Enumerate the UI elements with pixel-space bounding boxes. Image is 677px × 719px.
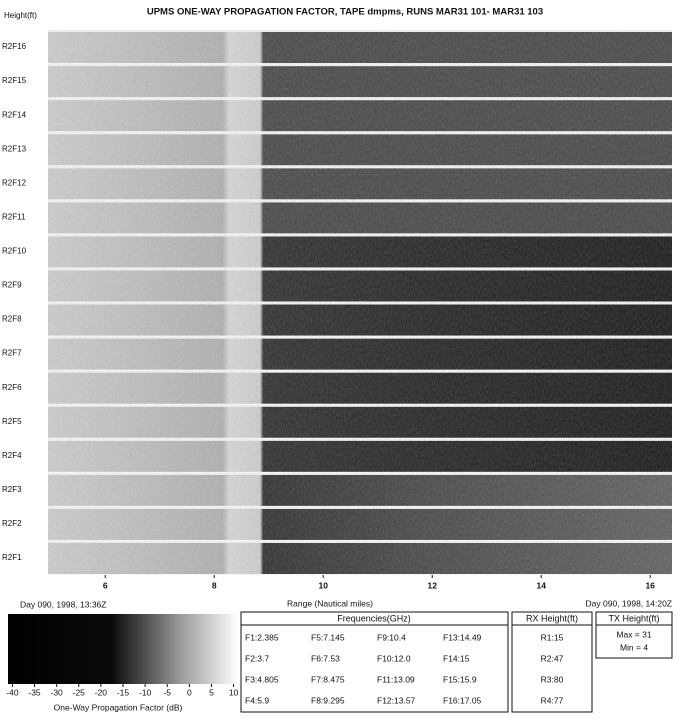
frequency-item: F4:5.9 [245,695,269,705]
row-label: R2F4 [2,451,22,460]
rx-item: R1:15 [541,632,564,642]
frequency-box [240,611,509,713]
colorbar-tick-label: 0 [187,687,192,697]
row-label: R2F5 [2,417,22,426]
frequency-item: F13:14.49 [443,632,482,642]
end-time: Day 090, 1998, 14:20Z [586,598,672,608]
rx-box [511,611,593,713]
colorbar-tick-label: 5 [209,687,214,697]
x-tick-label: 16 [645,580,655,590]
tx-box [595,611,673,659]
colorbar-tick-label: 10 [229,687,239,697]
row-label: R2F8 [2,315,22,324]
colorbar [8,614,238,684]
y-axis-label: Height(ft) [4,11,37,20]
frequency-item: F10:12.0 [377,653,411,663]
row-label: R2F10 [2,247,27,256]
tx-item: Max = 31 [616,629,651,639]
x-axis-label: Range (Nautical miles) [287,598,373,608]
rx-item: R2:47 [541,653,564,663]
frequency-item: F14:15 [443,653,470,663]
colorbar-label: One-Way Propagation Factor (dB) [54,702,183,712]
frequency-item: F11:13.09 [377,674,415,684]
colorbar-tick-label: -20 [95,687,108,697]
frequency-item: F3:4.805 [245,674,279,684]
colorbar-tick-label: -5 [163,687,171,697]
row-label: R2F1 [2,553,22,562]
frequency-item: F7:8.475 [311,674,345,684]
frequency-item: F1:2.385 [245,632,279,642]
frequency-item: F5:7.145 [311,632,345,642]
row-label: R2F15 [2,76,27,85]
frequency-item: F12:13.57 [377,695,416,705]
row-label: R2F14 [2,110,27,119]
row-label: R2F2 [2,519,22,528]
x-tick-label: 8 [212,580,217,590]
colorbar-tick-label: -25 [73,687,86,697]
frequency-item: F15:15.9 [443,674,477,684]
x-tick-label: 6 [103,580,108,590]
frequency-title: Frequencies(GHz) [337,613,411,623]
frequency-item: F9:10.4 [377,632,406,642]
colorbar-tick-label: -10 [139,687,152,697]
row-label: R2F3 [2,485,22,494]
colorbar-tick-label: -30 [51,687,64,697]
x-tick-label: 12 [427,580,437,590]
row-label: R2F6 [2,383,22,392]
row-label: R2F13 [2,144,27,153]
texture [48,30,672,575]
row-label: R2F9 [2,281,22,290]
row-label: R2F16 [2,42,27,51]
start-time: Day 090, 1998, 13:36Z [20,599,106,609]
x-tick-label: 14 [536,580,546,590]
tx-title: TX Height(ft) [608,613,659,623]
row-label: R2F7 [2,349,22,358]
colorbar-tick-label: -15 [117,687,130,697]
frequency-item: F16:17.05 [443,695,482,705]
rx-item: R4:77 [541,695,564,705]
row-label: R2F11 [2,212,26,221]
rx-item: R3:80 [541,674,564,684]
colorbar-tick-label: -35 [28,687,41,697]
frequency-item: F6:7.53 [311,653,340,663]
frequency-item: F8:9.295 [311,695,345,705]
x-tick-label: 10 [318,580,328,590]
frequency-item: F2:3.7 [245,653,269,663]
rx-title: RX Height(ft) [526,613,578,623]
colorbar-tick-label: -40 [6,687,19,697]
chart-title: UPMS ONE-WAY PROPAGATION FACTOR, TAPE dm… [147,7,543,18]
row-label: R2F12 [2,178,27,187]
tx-item: Min = 4 [620,642,648,652]
